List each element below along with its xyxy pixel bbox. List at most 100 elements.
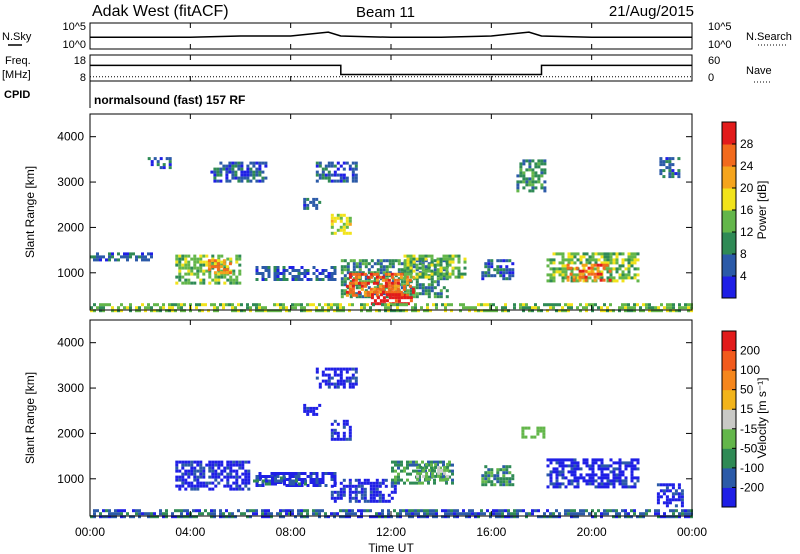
power-cell-r4: [243, 173, 247, 177]
power-cell-r18: [189, 309, 192, 313]
power-cell-r4: [249, 173, 253, 177]
power-cell-r15: [552, 261, 556, 265]
velocity-cell-r12: [300, 512, 303, 516]
power-cell-r16: [599, 278, 603, 282]
power-cell-r4: [213, 179, 217, 183]
velocity-cell-r10: [555, 476, 559, 480]
velocity-cell-r4: [351, 373, 355, 377]
velocity-cell-r10: [618, 473, 622, 477]
power-cell-r7: [339, 164, 343, 168]
power-cell-r10: [378, 287, 382, 291]
velocity-cell-r12: [402, 509, 405, 513]
velocity-cell-r12: [621, 509, 624, 513]
velocity-cell-r6: [268, 482, 271, 486]
velocity-cell-r2: [303, 403, 307, 407]
velocity-cell-r9: [484, 474, 488, 478]
velocity-cell-r3: [342, 422, 346, 426]
velocity-cell-r8: [416, 474, 420, 478]
velocity-cell-r0: [244, 478, 248, 482]
power-cell-r7: [333, 173, 337, 177]
velocity-cell-r10: [570, 467, 574, 471]
power-cell-r11: [391, 296, 395, 300]
velocity-cell-r0: [211, 469, 215, 473]
power-cell-r10: [360, 284, 364, 288]
power-cell-r9: [391, 265, 395, 269]
power-cell-r10: [348, 287, 352, 291]
power-cell-r4: [219, 170, 223, 174]
velocity-cell-r0: [238, 484, 242, 488]
power-cell-r15: [630, 258, 634, 262]
power-cell-r4: [258, 164, 262, 168]
power-cell-r5: [282, 269, 286, 272]
velocity-cell-r12: [432, 509, 435, 513]
velocity-cell-r5: [372, 496, 376, 500]
velocity-cell-r7: [424, 469, 427, 473]
power-cell-r9: [358, 259, 362, 263]
power-cell-r9: [367, 280, 371, 284]
power-cell-r18: [156, 309, 159, 313]
power-cell-r7: [327, 170, 331, 174]
velocity-cell-r9: [502, 474, 506, 478]
power-cell-r9: [376, 286, 380, 290]
power-cell-r18: [507, 309, 510, 313]
freq-panel: Freq. [MHz] 18 8 60 0 Nave: [2, 54, 772, 84]
power-cell-r7: [351, 161, 355, 165]
velocity-cell-r12: [399, 515, 402, 519]
velocity-cell-r7: [451, 469, 454, 473]
power-cell-r12: [454, 254, 458, 258]
power-cell-r2: [228, 271, 232, 275]
power-cell-r6: [303, 203, 307, 207]
power-cell-r2: [225, 265, 229, 269]
power-cell-r17: [662, 175, 666, 179]
power-cell-r12: [433, 263, 437, 267]
power-cell-r18: [195, 306, 198, 310]
velocity-cell-r1: [261, 475, 265, 478]
power-cell-r7: [336, 161, 340, 165]
velocity-cell-r12: [126, 512, 129, 516]
power-cell-r15: [624, 267, 628, 271]
power-cell-r1: [181, 254, 185, 258]
velocity-cell-r9: [484, 483, 488, 487]
velocity-cell-r0: [244, 469, 248, 473]
power-cell-r15: [561, 255, 565, 259]
power-cell-r9: [424, 265, 428, 269]
velocity-cell-r12: [501, 515, 504, 519]
velocity-cell-r0: [226, 475, 230, 479]
power-cell-r18: [477, 303, 480, 307]
velocity-cell-r12: [564, 509, 567, 513]
velocity-cell-r12: [267, 515, 270, 519]
power-cell-r9: [364, 259, 368, 263]
velocity-cell-r12: [642, 515, 645, 519]
power-cell-r9: [346, 271, 350, 275]
power-cell-r15: [576, 258, 580, 262]
velocity-cell-r10: [555, 473, 559, 477]
power-cell-r1: [238, 254, 242, 258]
power-cell-r18: [480, 303, 483, 307]
velocity-cell-r10: [612, 485, 616, 489]
power-cell-r18: [180, 309, 183, 313]
velocity-cell-r0: [193, 472, 197, 476]
velocity-cell-r3: [330, 422, 334, 426]
velocity-cell-r12: [333, 515, 336, 519]
power-cell-r18: [129, 306, 132, 310]
power-cell-r18: [501, 309, 504, 313]
power-cell-r5: [324, 269, 328, 272]
velocity-cell-r5: [348, 484, 352, 488]
velocity-cell-r0: [214, 460, 218, 464]
power-cell-r15: [624, 276, 628, 280]
x-tick-label: 20:00: [577, 525, 607, 539]
velocity-cell-r10: [618, 482, 622, 486]
velocity-cell-r12: [222, 515, 225, 519]
power-cell-r9: [382, 259, 386, 263]
velocity-cell-r1: [321, 472, 325, 475]
power-cell-r9: [385, 265, 389, 269]
power-cell-r7: [345, 161, 349, 165]
velocity-cell-r7: [394, 460, 397, 464]
power-cell-r18: [486, 303, 489, 307]
power-cell-r16: [584, 275, 588, 279]
power-cell-r18: [231, 306, 234, 310]
velocity-cell-r10: [552, 485, 556, 489]
power-cell-r15: [609, 255, 613, 259]
power-cell-r13: [505, 265, 509, 269]
power-cell-r4: [252, 173, 256, 177]
